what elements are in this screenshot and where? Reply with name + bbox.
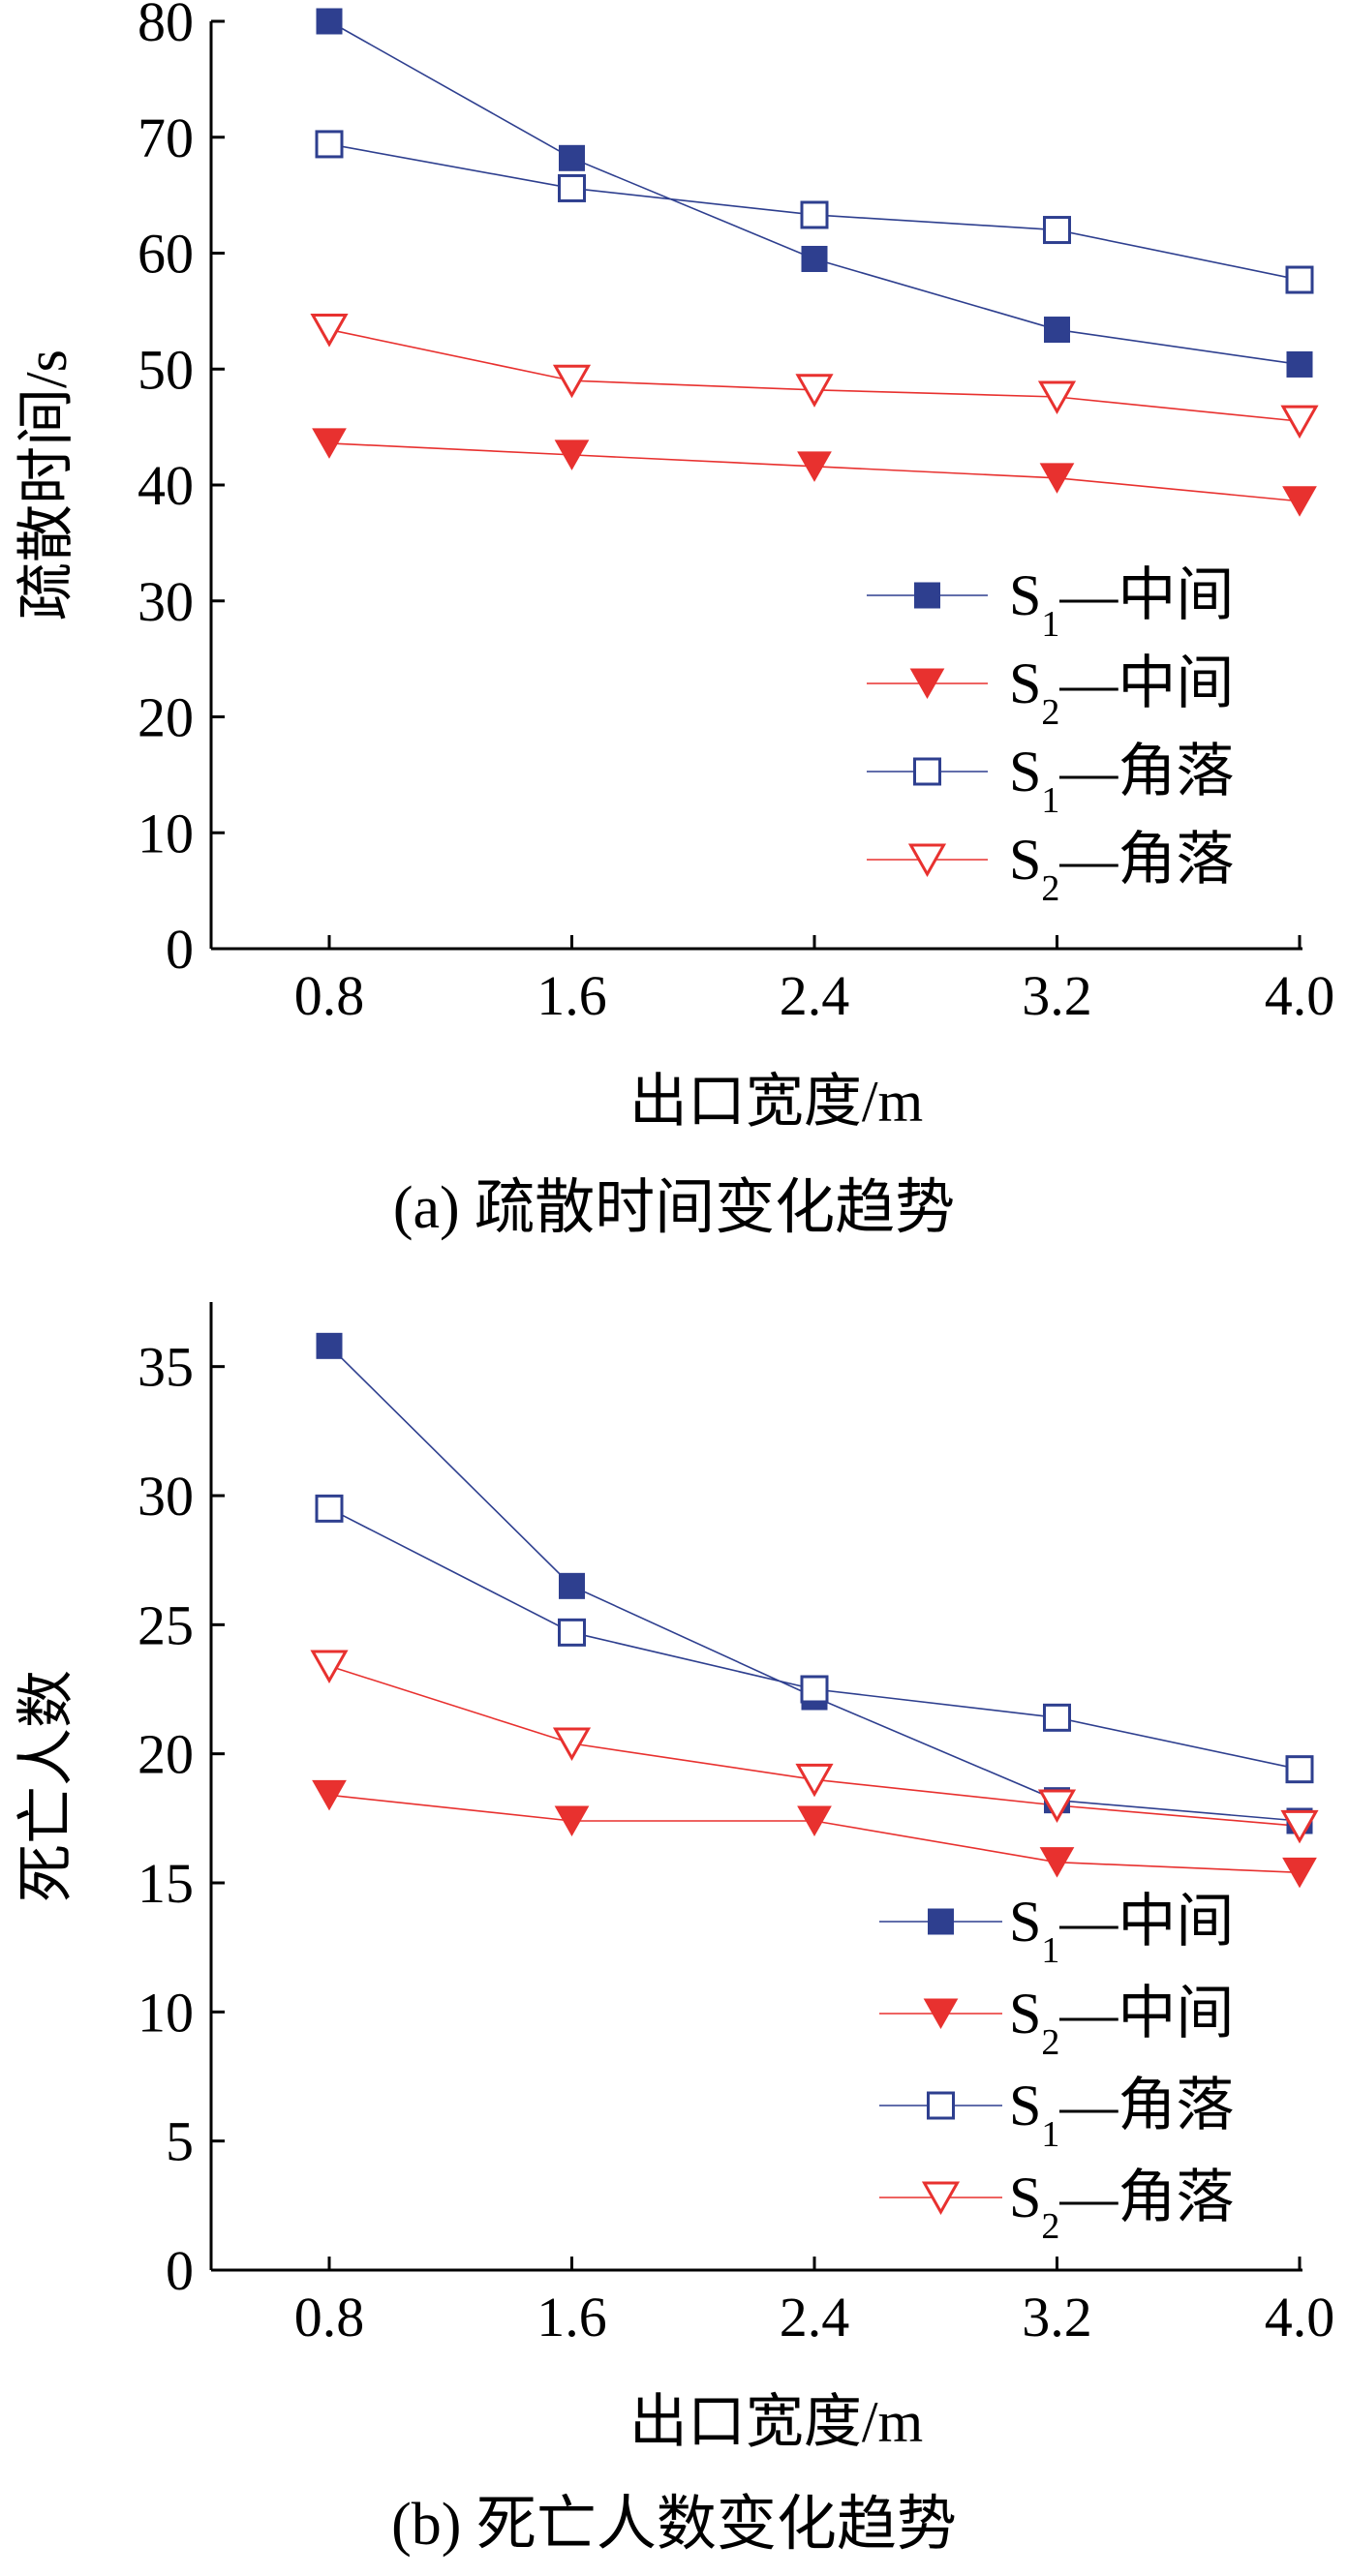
chart-1-x-tick-label-4: 4.0 — [1265, 2286, 1335, 2349]
chart-1-series-3-point-2 — [795, 1763, 834, 1798]
chart-0-x-tick-label-1: 1.6 — [536, 964, 607, 1027]
chart-0-series-1-point-4 — [1282, 486, 1317, 517]
chart-0-y-tick-label-6: 60 — [138, 223, 194, 286]
chart-1-series-2-point-1 — [558, 1618, 586, 1647]
chart-1-series-2-line — [328, 1507, 1301, 1771]
chart-0-series-0-point-4 — [1286, 350, 1313, 378]
chart-0-series-0-point-1 — [559, 144, 585, 171]
chart-1-y-tick-label-0: 0 — [166, 2239, 194, 2302]
chart-1-series-0-point-0 — [316, 1332, 343, 1359]
chart-0-series-1-point-3 — [1039, 463, 1075, 494]
chart-0-series-3-point-2 — [795, 374, 834, 408]
chart-0-x-axis-title: 出口宽度/m — [629, 1070, 923, 1134]
chart-1-x-tick-label-3: 3.2 — [1022, 2286, 1092, 2349]
chart-1-y-tick-label-4: 20 — [138, 1723, 194, 1786]
chart-1-series-2-point-3 — [1043, 1703, 1071, 1732]
chart-0-series-3-point-1 — [552, 364, 592, 399]
chart-0-legend-label-3: S2—角落 — [1009, 828, 1234, 909]
chart-0-series-0-point-2 — [801, 245, 828, 272]
chart-0-series-0-point-0 — [316, 8, 343, 35]
chart-0-series-1-point-2 — [797, 451, 832, 482]
chart-0-y-tick-label-4: 40 — [138, 454, 194, 517]
chart-death-count: 0 5 10 15 20 25 30 35 0.8 1.6 2.4 3.2 4.0 出口宽度/m 死亡人数 (… — [15, 1302, 1334, 2558]
chart-1-series-3-point-3 — [1037, 1789, 1077, 1824]
chart-0-series-3-point-3 — [1037, 380, 1077, 415]
chart-1-series-1-point-2 — [797, 1805, 832, 1837]
chart-0-legend-marker-1 — [909, 668, 945, 700]
chart-0-y-tick-label-1: 10 — [138, 802, 194, 864]
chart-0-legend-marker-0 — [914, 582, 940, 609]
chart-0-y-tick-label-3: 30 — [138, 570, 194, 633]
chart-0-y-tick-label-5: 50 — [138, 338, 194, 401]
chart-0-series-2-point-1 — [558, 173, 586, 202]
chart-1-caption: (b) 死亡人数变化趋势 — [391, 2492, 957, 2558]
chart-0-series-1-point-0 — [312, 428, 347, 459]
chart-1-series-2-point-0 — [315, 1494, 344, 1523]
chart-0-legend-label-0: S1—中间 — [1009, 563, 1234, 645]
chart-1-series-3-point-0 — [310, 1650, 349, 1684]
chart-0-series-3-point-4 — [1280, 405, 1319, 439]
chart-evacuation-time: 0 10 20 30 40 50 60 70 80 0.8 1.6 2.4 3.2 4.0 出口宽度/m 疏散… — [15, 0, 1334, 1241]
chart-1-x-tick-label-0: 0.8 — [294, 2286, 365, 2349]
chart-1-y-axis-title: 死亡人数 — [15, 1670, 78, 1902]
chart-1-series-3-point-4 — [1280, 1809, 1319, 1844]
chart-1-series-1-point-1 — [554, 1805, 590, 1837]
chart-0-legend-label-1: S2—中间 — [1009, 652, 1234, 733]
chart-0-y-axis-title: 疏散时间/s — [15, 349, 78, 621]
chart-0-series-0-point-3 — [1044, 317, 1070, 344]
chart-0-legend-label-2: S1—角落 — [1009, 740, 1234, 821]
chart-0-series-2-point-0 — [315, 130, 344, 159]
chart-0-series-0-line — [328, 20, 1301, 366]
chart-0-series-1-point-1 — [554, 439, 590, 470]
chart-0-y-tick-label-7: 70 — [138, 106, 194, 169]
chart-1-legend-marker-0 — [928, 1908, 954, 1935]
chart-1-legend-label-1: S2—中间 — [1009, 1982, 1234, 2063]
chart-0-x-tick-label-4: 4.0 — [1265, 964, 1335, 1027]
chart-1-legend-marker-1 — [923, 1998, 959, 2030]
chart-0-series-2-point-2 — [800, 200, 829, 229]
chart-1-y-tick-label-2: 10 — [138, 1981, 194, 2044]
chart-1-series-2-point-4 — [1285, 1755, 1314, 1784]
chart-1-y-tick-label-1: 5 — [166, 2110, 194, 2173]
chart-0-series-3-point-0 — [310, 314, 349, 348]
chart-1-series-1-point-3 — [1039, 1847, 1075, 1878]
chart-1-series-0-point-1 — [559, 1572, 585, 1599]
chart-1-legend-label-3: S2—角落 — [1009, 2166, 1234, 2247]
chart-0-x-tick-label-0: 0.8 — [294, 964, 365, 1027]
chart-1-legend-marker-3 — [921, 2181, 961, 2216]
chart-1-x-tick-label-1: 1.6 — [536, 2286, 607, 2349]
chart-0-y-tick-label-2: 20 — [138, 686, 194, 749]
chart-1-y-tick-label-5: 25 — [138, 1593, 194, 1656]
chart-1-legend-label-2: S1—角落 — [1009, 2074, 1234, 2155]
chart-0-x-tick-label-2: 2.4 — [780, 964, 850, 1027]
chart-1-series-1-point-0 — [312, 1779, 347, 1811]
chart-1-legend-marker-2 — [927, 2091, 955, 2120]
chart-1-y-tick-label-3: 15 — [138, 1852, 194, 1915]
chart-1-x-axis-title: 出口宽度/m — [629, 2390, 923, 2454]
chart-0-series-2-point-3 — [1043, 216, 1071, 245]
chart-0-x-tick-label-3: 3.2 — [1022, 964, 1092, 1027]
chart-1-x-tick-label-2: 2.4 — [780, 2286, 850, 2349]
chart-1-y-tick-label-7: 35 — [138, 1336, 194, 1399]
chart-0-legend-marker-2 — [913, 757, 941, 786]
chart-0-y-tick-label-8: 80 — [138, 0, 194, 53]
chart-1-series-3-point-1 — [552, 1727, 592, 1762]
chart-1-series-1-point-4 — [1282, 1857, 1317, 1889]
chart-1-series-2-point-2 — [800, 1675, 829, 1704]
chart-0-caption: (a) 疏散时间变化趋势 — [393, 1175, 955, 1241]
chart-0-legend-marker-3 — [907, 843, 947, 878]
chart-0-y-tick-label-0: 0 — [166, 918, 194, 981]
chart-1-legend-label-0: S1—中间 — [1009, 1890, 1234, 1971]
chart-0-series-2-point-4 — [1285, 265, 1314, 294]
chart-1-y-tick-label-6: 30 — [138, 1465, 194, 1528]
